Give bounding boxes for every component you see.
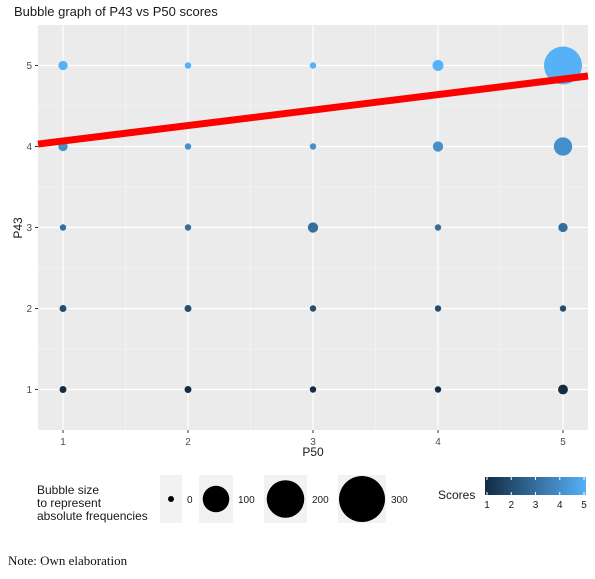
color-legend-title: Scores bbox=[438, 488, 475, 502]
size-legend-bubble bbox=[266, 480, 305, 518]
bubble bbox=[309, 143, 317, 150]
y-tick-label: 5 bbox=[26, 61, 32, 72]
bubble bbox=[558, 222, 568, 233]
bubble bbox=[307, 222, 319, 233]
size-legend-title: to represent bbox=[37, 496, 102, 510]
color-bar bbox=[485, 477, 586, 495]
x-ticks: 1 2 3 4 5 bbox=[60, 430, 566, 448]
x-tick-label: 4 bbox=[435, 437, 441, 448]
size-legend-label: 200 bbox=[312, 495, 329, 506]
size-legend-bubble bbox=[339, 476, 385, 522]
bubble bbox=[558, 384, 568, 395]
trend-line-group bbox=[37, 72, 589, 148]
size-legend-label: 100 bbox=[238, 495, 255, 506]
x-tick-label: 1 bbox=[60, 437, 66, 448]
trend-line bbox=[37, 72, 589, 148]
bubble bbox=[559, 305, 567, 312]
bubble bbox=[434, 224, 442, 231]
size-legend-bubble bbox=[202, 485, 230, 513]
bubble bbox=[58, 60, 68, 71]
bubble bbox=[59, 224, 67, 231]
color-legend-label: 5 bbox=[581, 500, 587, 511]
x-tick-label: 2 bbox=[185, 437, 191, 448]
bubble bbox=[59, 305, 67, 312]
color-legend: Scores 1 2 3 4 5 bbox=[438, 477, 587, 511]
size-legend-title: absolute frequencies bbox=[37, 509, 148, 523]
chart-title: Bubble graph of P43 vs P50 scores bbox=[14, 4, 218, 19]
x-axis-label: P50 bbox=[302, 445, 324, 459]
bubble bbox=[184, 143, 192, 150]
color-legend-label: 3 bbox=[533, 500, 539, 511]
bubble bbox=[184, 305, 192, 312]
color-legend-label: 2 bbox=[508, 500, 514, 511]
color-legend-label: 1 bbox=[484, 500, 490, 511]
source-note: Note: Own elaboration bbox=[8, 553, 128, 568]
size-legend-label: 300 bbox=[391, 495, 408, 506]
y-axis-label: P43 bbox=[11, 217, 25, 239]
size-legend-bubble bbox=[168, 496, 174, 502]
y-tick-label: 1 bbox=[26, 385, 32, 396]
bubble bbox=[184, 386, 192, 393]
bubble bbox=[309, 305, 317, 312]
y-tick-label: 2 bbox=[26, 304, 32, 315]
y-tick-label: 4 bbox=[26, 142, 32, 153]
bubble bbox=[309, 386, 317, 393]
y-tick-label: 3 bbox=[26, 223, 32, 234]
size-legend-label: 0 bbox=[187, 495, 193, 506]
bubble bbox=[184, 224, 192, 231]
bubble bbox=[432, 141, 444, 152]
bubble bbox=[553, 137, 573, 156]
color-legend-label: 4 bbox=[557, 500, 563, 511]
size-legend-title: Bubble size bbox=[37, 483, 99, 497]
bubble bbox=[432, 60, 444, 71]
bubble bbox=[309, 62, 317, 69]
bubble bbox=[434, 305, 442, 312]
x-tick-label: 5 bbox=[560, 437, 566, 448]
x-tick-label: 3 bbox=[310, 437, 316, 448]
bubble bbox=[434, 386, 442, 393]
y-ticks: 1 2 3 4 5 bbox=[26, 61, 38, 396]
bubble bbox=[184, 62, 192, 69]
bubble bbox=[59, 386, 67, 393]
